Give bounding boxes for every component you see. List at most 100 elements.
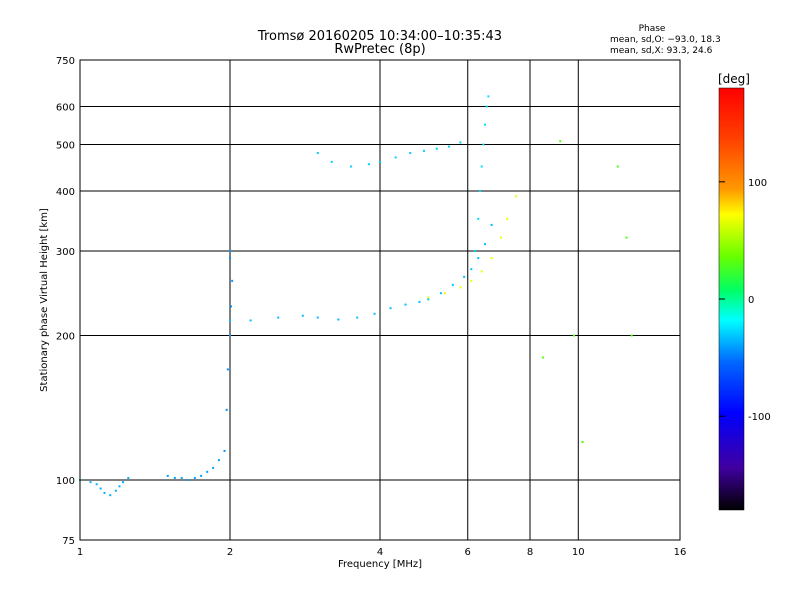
data-points — [79, 95, 633, 497]
plot-frame — [79, 59, 681, 541]
data-point — [616, 165, 619, 168]
y-tick-label: 200 — [56, 332, 75, 343]
y-axis-ticks: 75 100 200 300 400 500 600 750 — [56, 56, 75, 547]
series-5 — [473, 95, 490, 253]
data-point — [515, 195, 518, 198]
data-point — [422, 149, 425, 152]
data-point — [470, 279, 473, 282]
data-point — [485, 105, 488, 108]
data-point — [166, 474, 169, 477]
data-point — [229, 257, 231, 260]
x-axis-ticks: 1 2 4 6 8 10 16 — [77, 547, 687, 558]
colorbar-tick-label: 0 — [748, 295, 754, 306]
data-point — [409, 152, 412, 155]
phase-stats-x: mean, sd,X: 93.3, 24.6 — [610, 46, 713, 56]
data-point — [389, 307, 392, 310]
x-tick-label: 16 — [674, 547, 687, 558]
data-point — [277, 316, 280, 319]
data-point — [103, 491, 106, 494]
y-tick-label: 100 — [56, 476, 75, 487]
data-point — [122, 481, 125, 484]
data-point — [109, 494, 112, 497]
data-point — [404, 303, 407, 306]
data-point — [418, 300, 421, 303]
data-point — [356, 316, 359, 319]
data-point — [463, 275, 466, 278]
data-point — [229, 334, 231, 337]
data-point — [490, 223, 493, 226]
data-point — [480, 165, 483, 168]
data-point — [337, 318, 340, 321]
data-point — [212, 466, 215, 469]
data-point — [581, 441, 584, 444]
data-point — [187, 479, 190, 482]
data-point — [127, 476, 130, 479]
data-point — [193, 476, 196, 479]
data-point — [301, 314, 304, 317]
data-point — [484, 243, 487, 246]
data-point — [249, 319, 252, 322]
data-point — [206, 470, 209, 473]
colorbar-ticks: 100 0 -100 — [719, 178, 771, 423]
phase-stats-o: mean, sd,O: −93.0, 18.3 — [610, 35, 721, 45]
data-point — [225, 408, 228, 411]
y-tick-label: 750 — [56, 56, 75, 67]
x-tick-label: 6 — [465, 547, 471, 558]
data-point — [451, 283, 454, 286]
data-point — [114, 489, 117, 492]
x-tick-label: 1 — [77, 547, 83, 558]
data-point — [180, 476, 183, 479]
chart-subtitle: RwPretec (8p) — [334, 42, 425, 57]
data-point — [479, 190, 482, 193]
data-point — [173, 476, 176, 479]
series-6 — [316, 141, 462, 168]
data-point — [477, 217, 480, 220]
data-point — [226, 368, 229, 371]
data-point — [99, 487, 102, 490]
data-point — [89, 481, 92, 484]
data-point — [443, 292, 446, 295]
data-point — [435, 147, 438, 150]
data-point — [229, 319, 231, 322]
data-point — [459, 141, 462, 144]
data-point — [95, 483, 98, 486]
x-tick-label: 2 — [227, 547, 233, 558]
series-7 — [542, 140, 633, 444]
data-point — [223, 449, 226, 452]
series-3 — [229, 223, 493, 322]
data-point — [217, 459, 220, 462]
colorbar-label: [deg] — [718, 72, 750, 86]
data-point — [470, 268, 473, 271]
data-point — [484, 123, 487, 126]
data-point — [230, 305, 233, 308]
y-tick-label: 300 — [56, 247, 75, 258]
y-tick-label: 400 — [56, 187, 75, 198]
series-4 — [427, 195, 518, 299]
data-point — [350, 165, 353, 168]
data-point — [506, 217, 509, 220]
y-tick-label: 500 — [56, 141, 75, 152]
data-point — [477, 257, 480, 260]
data-point — [394, 156, 397, 159]
data-point — [559, 140, 562, 143]
data-point — [118, 485, 121, 488]
data-point — [482, 143, 485, 146]
phase-heading: Phase — [639, 24, 666, 34]
grid-lines — [80, 60, 680, 540]
x-tick-label: 10 — [572, 547, 585, 558]
data-point — [427, 296, 430, 299]
data-point — [500, 236, 503, 239]
chart-title: Tromsø 20160205 10:34:00–10:35:43 — [257, 29, 502, 44]
colorbar-tick-label: -100 — [748, 412, 771, 423]
data-point — [316, 152, 319, 155]
data-point — [200, 474, 203, 477]
data-point — [572, 334, 575, 337]
series-1 — [166, 459, 220, 482]
data-point — [427, 298, 430, 301]
data-point — [439, 292, 442, 295]
data-point — [473, 250, 476, 253]
data-point — [229, 250, 231, 253]
data-point — [379, 160, 381, 163]
data-point — [367, 163, 370, 166]
